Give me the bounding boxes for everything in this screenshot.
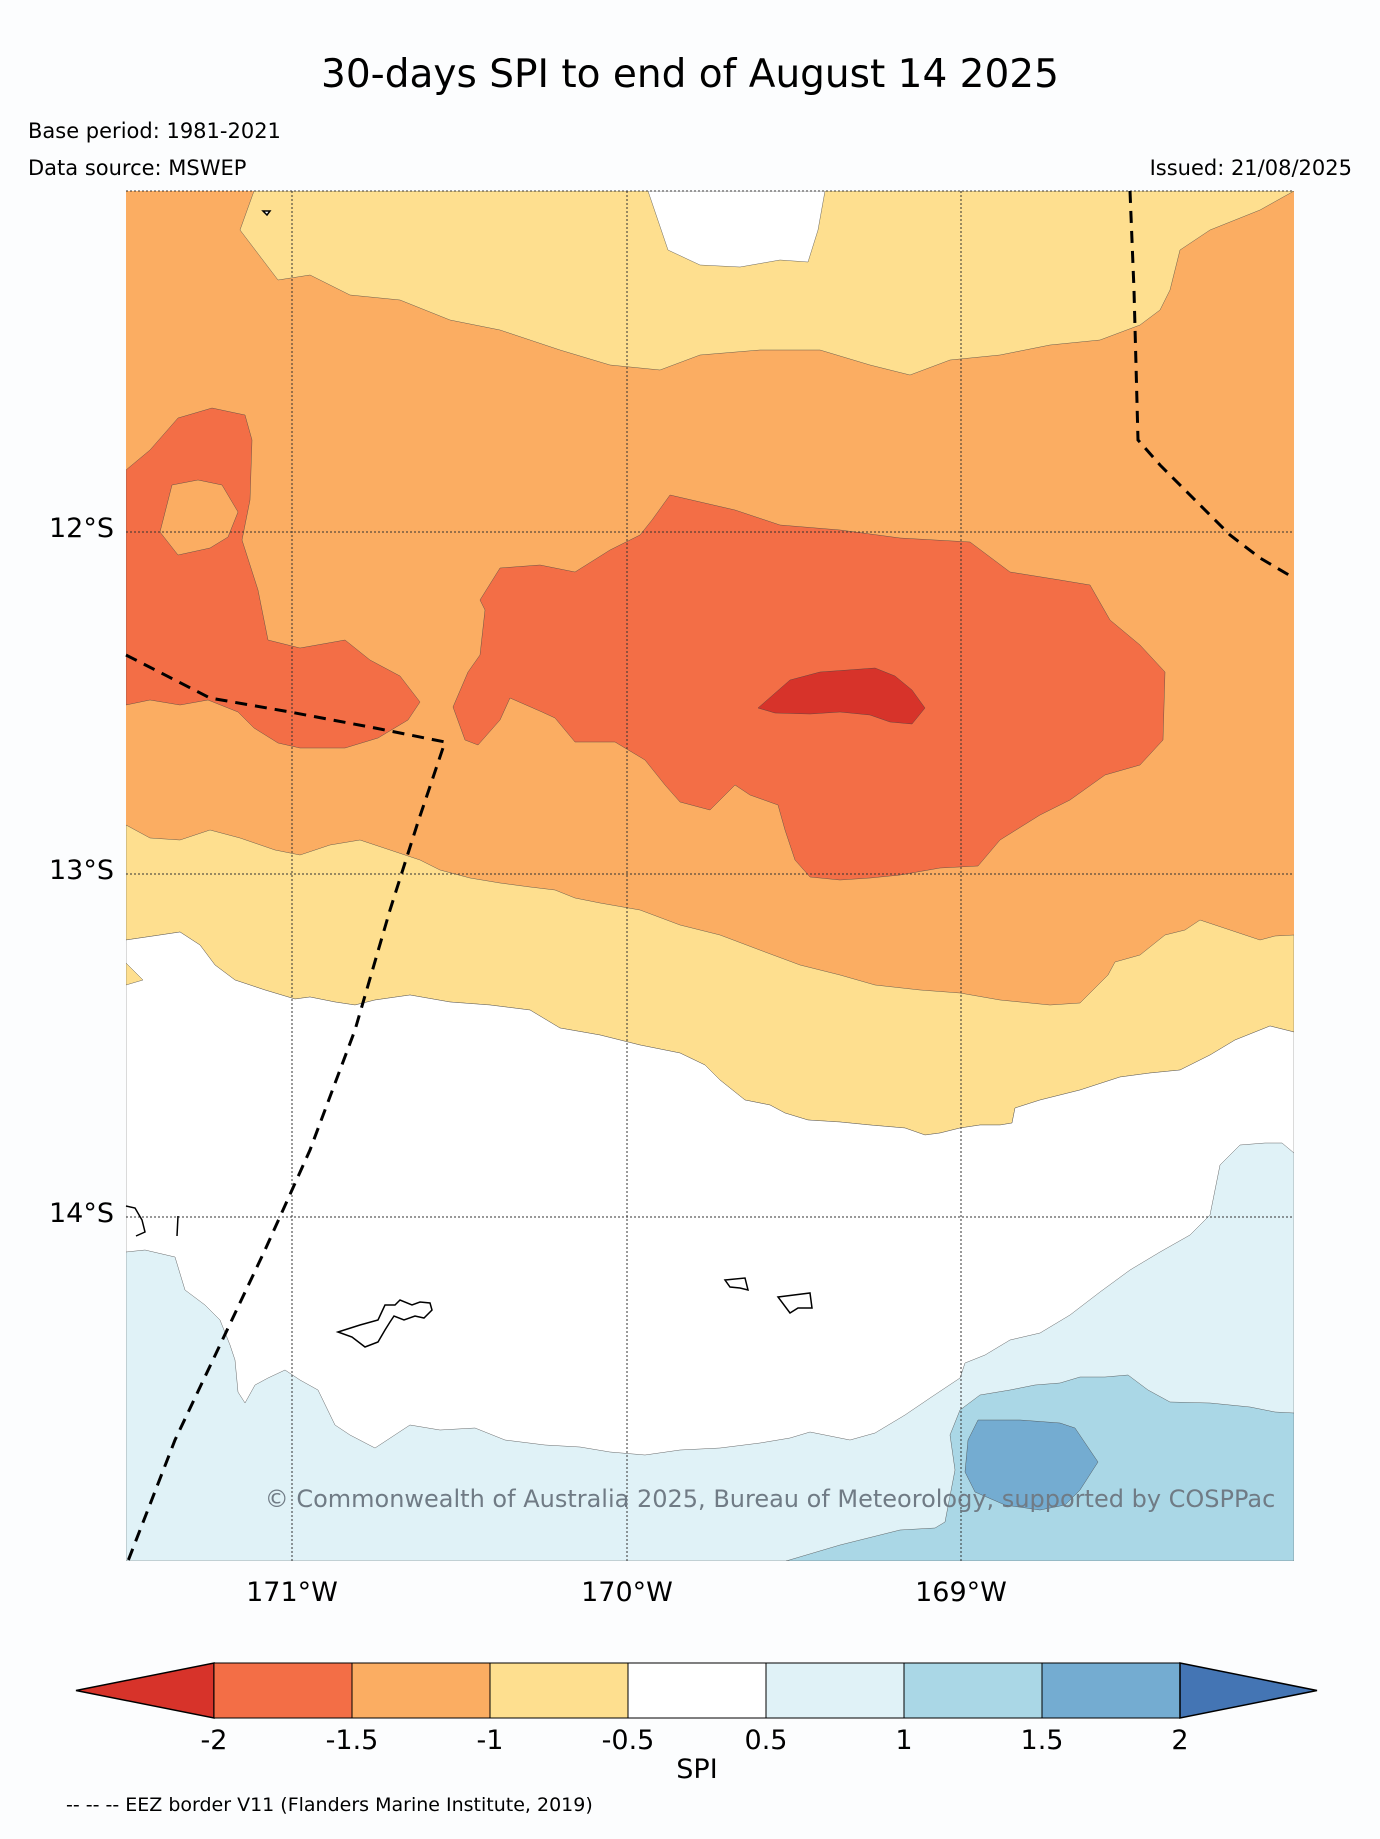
colorbar-segment	[351, 1662, 491, 1719]
lon-label-171w: 171°W	[246, 1577, 338, 1608]
colorbar-segment	[489, 1662, 629, 1719]
islet-north	[261, 210, 272, 217]
colorbar-segment	[903, 1662, 1043, 1719]
base-period: Base period: 1981-2021	[28, 119, 281, 143]
island-upolu-edge	[176, 1215, 179, 1237]
colorbar-segment	[627, 1662, 767, 1719]
island-tutuila	[335, 1299, 433, 1348]
data-source: Data source: MSWEP	[28, 156, 247, 180]
colorbar-tick-label: 1	[895, 1725, 913, 1756]
eez-borders	[125, 190, 1295, 1562]
colorbar-segment	[213, 1662, 353, 1719]
eez-border-west	[125, 653, 447, 1562]
contour-spi-below-neg2	[757, 667, 926, 725]
colorbar-tick-label: -1.5	[325, 1725, 379, 1756]
contour-spi-neg1-neg0.5-fragment	[126, 962, 144, 986]
lat-label-14s: 14°S	[49, 1198, 114, 1229]
lon-label-169w: 169°W	[915, 1577, 1007, 1608]
eez-border-east	[1128, 190, 1295, 580]
colorbar-tick-label: -1	[476, 1725, 504, 1756]
colorbar-tick-label: 1.5	[1020, 1725, 1064, 1756]
island-tau	[776, 1292, 813, 1315]
colorbar-tick-label: -2	[200, 1725, 228, 1756]
colorbar-tick-label: -0.5	[601, 1725, 655, 1756]
copyright-notice: © Commonwealth of Australia 2025, Bureau…	[264, 1485, 1276, 1513]
eez-legend-note: -- -- -- EEZ border V11 (Flanders Marine…	[66, 1794, 593, 1816]
island-upolu-tip	[125, 1205, 146, 1237]
grid-lines	[126, 190, 1294, 1561]
lon-label-170w: 170°W	[581, 1577, 673, 1608]
colorbar-tick-label: 2	[1171, 1725, 1189, 1756]
issued-date: Issued: 21/08/2025	[1149, 156, 1352, 180]
colorbar-extend-low	[75, 1662, 215, 1719]
colorbar-segment	[1041, 1662, 1181, 1719]
colorbar	[75, 1662, 1318, 1719]
spi-contours	[126, 191, 1294, 1561]
contour-spi-1.5-2	[964, 1419, 1099, 1511]
contour-spi-neutral-north	[647, 191, 826, 268]
colorbar-tick-label: 0.5	[744, 1725, 788, 1756]
island-ofu-olosega	[723, 1277, 750, 1292]
contour-spi-neg1-neg0.5-north	[239, 191, 1294, 376]
contour-spi-neg1.5-neg1-hole	[159, 479, 239, 556]
map-title: 30-days SPI to end of August 14 2025	[321, 52, 1059, 97]
colorbar-label: SPI	[676, 1754, 718, 1785]
lat-label-12s: 12°S	[49, 513, 114, 544]
colorbar-extend-high	[1179, 1662, 1318, 1719]
colorbar-segment	[765, 1662, 905, 1719]
islands	[125, 210, 813, 1348]
lat-label-13s: 13°S	[49, 855, 114, 886]
